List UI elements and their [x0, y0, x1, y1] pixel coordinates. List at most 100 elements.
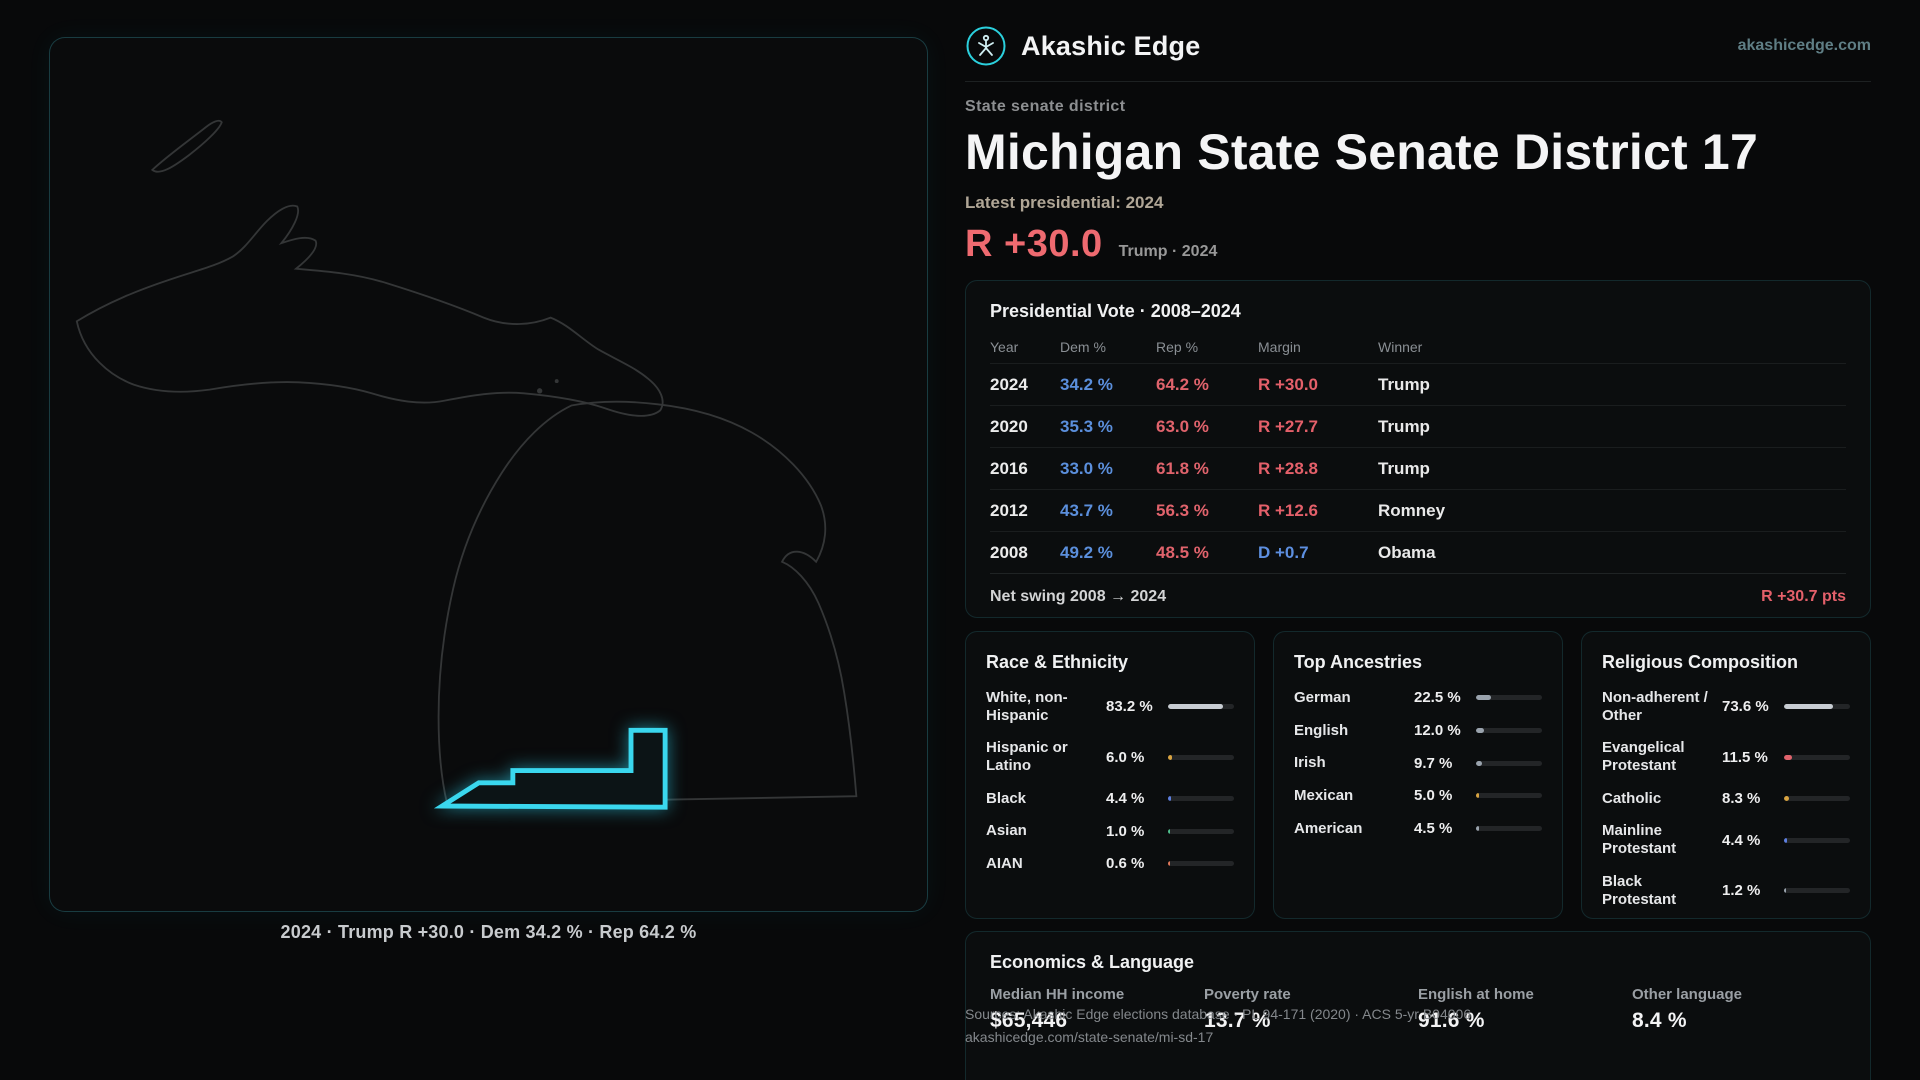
demo-value: 22.5 % [1414, 689, 1461, 707]
demo-label: Non-adherent / Other [1602, 689, 1708, 724]
district-map-panel [49, 37, 928, 912]
demo-value: 83.2 % [1106, 698, 1153, 716]
stat-value: 91.6 % [1418, 1009, 1485, 1032]
dem-cell: 33.0 % [1060, 458, 1113, 478]
top-ancestries-card: Top Ancestries German 22.5 % English 12.… [1273, 631, 1563, 919]
bar [1168, 704, 1234, 710]
bar [1168, 861, 1234, 867]
latest-presidential-label: Latest presidential: 2024 [965, 193, 1164, 212]
demo-label: White, non-Hispanic [986, 689, 1068, 724]
presidential-table: Year Dem % Rep % Margin Winner 2024 34.2… [990, 331, 1846, 617]
bar-fill [1476, 826, 1479, 832]
demo-row: Black 4.4 % [986, 790, 1234, 808]
demo-value: 1.0 % [1106, 822, 1145, 840]
net-swing-label: Net swing 2008 → 2024 [990, 587, 1167, 605]
akashic-edge-logo-icon [965, 25, 1007, 67]
margin-cell: R +28.8 [1258, 458, 1319, 478]
margin-cell: R +30.0 [1258, 374, 1319, 394]
demo-row: White, non-Hispanic 83.2 % [986, 689, 1234, 724]
demo-row: German 22.5 % [1294, 689, 1542, 707]
demo-row: Evangelical Protestant 11.5 % [1602, 739, 1850, 774]
rep-cell: 56.3 % [1156, 500, 1209, 520]
district-type-kicker: State senate district [965, 98, 1126, 115]
bar-fill [1784, 704, 1833, 710]
demo-row: Mexican 5.0 % [1294, 787, 1542, 805]
year-cell: 2016 [990, 458, 1028, 478]
brand-domain-link[interactable]: akashicedge.com [1737, 37, 1871, 54]
demo-value: 11.5 % [1722, 748, 1768, 766]
col-header-dem: Dem % [1060, 339, 1106, 355]
winner-cell: Obama [1378, 542, 1436, 562]
island-dot [554, 379, 559, 384]
demo-value: 9.7 % [1414, 754, 1453, 772]
bar [1168, 754, 1234, 760]
stat-label: Other language [1632, 986, 1743, 1003]
footer-url-link[interactable]: akashicedge.com/state-senate/mi-sd-17 [965, 1029, 1214, 1045]
col-header-rep: Rep % [1156, 339, 1199, 355]
dem-cell: 49.2 % [1060, 542, 1113, 562]
table-row: 2020 35.3 % 63.0 % R +27.7 Trump [990, 405, 1846, 447]
bar [1784, 837, 1850, 843]
card-title: Religious Composition [1602, 652, 1798, 672]
page-title: Michigan State Senate District 17 [965, 124, 1758, 180]
bar [1784, 796, 1850, 802]
demo-label: Hispanic or Latino [986, 739, 1068, 775]
rep-cell: 61.8 % [1156, 458, 1209, 478]
demo-row: Mainline Protestant 4.4 % [1602, 822, 1850, 857]
bar-fill [1784, 888, 1786, 893]
table-row: 2016 33.0 % 61.8 % R +28.8 Trump [990, 447, 1846, 489]
dem-cell: 35.3 % [1060, 416, 1113, 436]
winner-cell: Trump [1378, 374, 1430, 394]
presidential-vote-card: Presidential Vote · 2008–2024 Year Dem %… [965, 280, 1871, 618]
demo-value: 0.6 % [1106, 855, 1145, 873]
demo-label: Irish [1294, 754, 1326, 772]
bar [1476, 695, 1542, 701]
bar-fill [1168, 754, 1172, 760]
demo-value: 4.4 % [1106, 790, 1145, 808]
bar [1168, 828, 1234, 834]
demo-label: Catholic [1602, 789, 1662, 807]
table-row: 2024 34.2 % 64.2 % R +30.0 Trump [990, 363, 1846, 405]
bar [1476, 793, 1542, 799]
isle-royale-outline [150, 119, 223, 173]
bar-fill [1476, 695, 1491, 701]
religious-composition-card: Religious Composition Non-adherent / Oth… [1581, 631, 1871, 919]
card-title: Top Ancestries [1294, 652, 1423, 672]
net-swing-value: R +30.7 pts [1761, 587, 1846, 605]
winner-cell: Trump [1378, 458, 1430, 478]
economics-card-title: Economics & Language [990, 952, 1195, 972]
year-cell: 2008 [990, 542, 1028, 562]
rep-cell: 63.0 % [1156, 416, 1209, 436]
demo-row: Asian 1.0 % [986, 822, 1234, 840]
headline-margin-row: R +30.0 Trump · 2024 [965, 223, 1871, 266]
demo-value: 12.0 % [1414, 722, 1461, 740]
bar-fill [1168, 828, 1170, 834]
demo-row: American 4.5 % [1294, 820, 1542, 838]
demo-label: Evangelical Protestant [1602, 739, 1685, 775]
demo-row: Catholic 8.3 % [1602, 790, 1850, 808]
sources-line: Sources: Akashic Edge elections database… [965, 1006, 1472, 1022]
stat-english-at-home: English at home 91.6 % [1418, 986, 1632, 1033]
island-dot [536, 388, 543, 394]
bar [1476, 760, 1542, 766]
demo-label: AIAN [986, 855, 1023, 873]
headline-margin-context: Trump · 2024 [1118, 243, 1218, 260]
bar-fill [1476, 760, 1483, 766]
demo-label: English [1294, 721, 1349, 739]
dem-cell: 43.7 % [1060, 500, 1113, 520]
lower-peninsula-outline [437, 400, 858, 805]
demo-value: 4.4 % [1722, 831, 1761, 849]
demo-row: AIAN 0.6 % [986, 855, 1234, 873]
bar [1784, 704, 1850, 710]
year-cell: 2024 [990, 374, 1028, 394]
stat-label: English at home [1418, 986, 1534, 1003]
col-header-winner: Winner [1378, 339, 1423, 355]
district-shape[interactable] [433, 727, 668, 810]
demo-label: Mainline Protestant [1602, 822, 1677, 858]
demo-row: Non-adherent / Other 73.6 % [1602, 689, 1850, 724]
presidential-card-title: Presidential Vote · 2008–2024 [990, 301, 1241, 321]
demo-row: Black Protestant 1.2 % [1602, 873, 1850, 908]
demo-row: Irish 9.7 % [1294, 754, 1542, 772]
net-swing-row: Net swing 2008 → 2024 R +30.7 pts [990, 573, 1846, 617]
demo-label: Asian [986, 822, 1027, 840]
